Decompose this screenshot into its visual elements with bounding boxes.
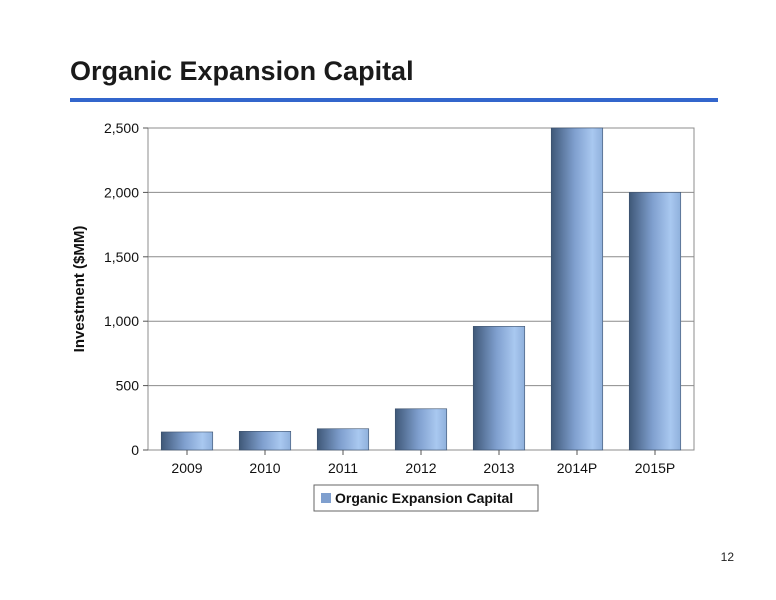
- x-tick-label: 2015P: [635, 460, 675, 476]
- legend-box: [313, 484, 539, 512]
- bar-2010: [238, 431, 292, 451]
- y-tick-label: 500: [116, 378, 140, 394]
- x-tick-label: 2010: [249, 460, 280, 476]
- bar-2014p: [550, 127, 604, 451]
- x-tick-label: 2009: [171, 460, 202, 476]
- bar-2015p: [628, 192, 682, 451]
- legend-swatch: [321, 493, 331, 503]
- y-tick-label: 2,500: [104, 120, 139, 136]
- legend-label: Organic Expansion Capital: [335, 490, 513, 506]
- x-tick-label: 2014P: [557, 460, 597, 476]
- plot-area: [147, 127, 695, 451]
- bar-2011: [316, 428, 370, 451]
- axes: 0 500 1,000 1,500 2,000 2,500 Investment ($MM)…: [71, 120, 675, 476]
- bar-2012: [394, 408, 448, 451]
- x-tick-label: 2012: [405, 460, 436, 476]
- y-tick-label: 0: [131, 442, 139, 458]
- page-number: 12: [720, 550, 734, 564]
- slide-title: Organic Expansion Capital: [70, 56, 414, 86]
- x-tick-label: 2013: [483, 460, 514, 476]
- y-tick-label: 2,000: [104, 184, 139, 200]
- x-tick-label: 2011: [328, 460, 358, 476]
- legend: Organic Expansion Capital: [313, 484, 539, 512]
- y-tick-label: 1,500: [104, 249, 139, 265]
- bar-2009: [160, 431, 214, 451]
- bar-2013: [472, 326, 526, 451]
- gridlines: [147, 127, 695, 451]
- title-rule: [70, 98, 718, 102]
- bars: [160, 127, 682, 451]
- y-tick-label: 1,000: [104, 313, 139, 329]
- y-axis-label: Investment ($MM): [71, 226, 88, 353]
